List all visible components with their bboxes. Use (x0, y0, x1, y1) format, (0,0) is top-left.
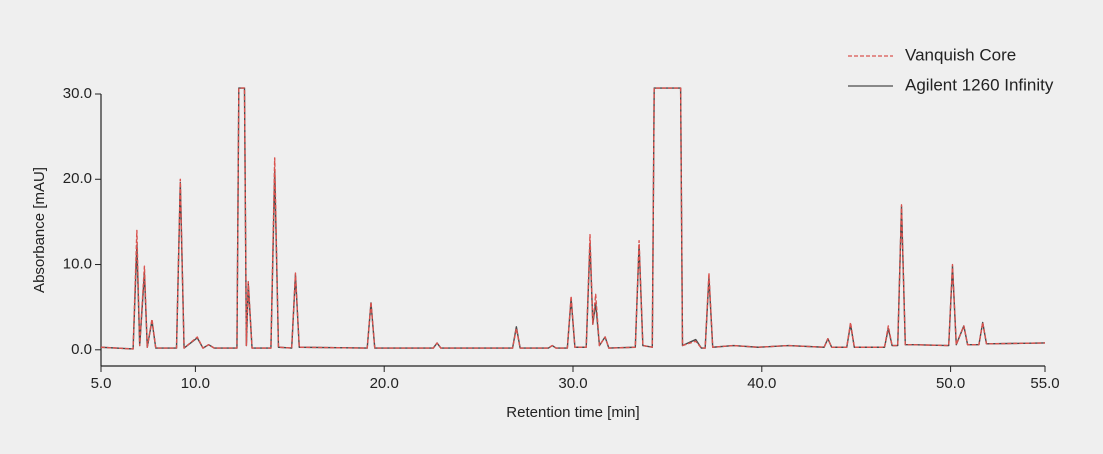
x-tick-label: 30.0 (558, 375, 587, 392)
x-tick-label: 55.0 (1030, 375, 1059, 392)
x-tick-label: 5.0 (91, 375, 112, 392)
x-tick-label: 10.0 (181, 375, 210, 392)
x-tick-label: 40.0 (747, 375, 776, 392)
y-tick-label: 0.0 (71, 341, 92, 358)
series-line (100, 87, 1046, 350)
y-axis-title: Absorbance [mAU] (31, 167, 48, 293)
x-axis-title: Retention time [min] (506, 404, 639, 421)
y-tick-label: 10.0 (63, 256, 92, 273)
y-tick-label: 20.0 (63, 170, 92, 187)
legend-label: Vanquish Core (905, 45, 1016, 64)
legend-label: Agilent 1260 Infinity (905, 75, 1054, 94)
y-tick-label: 30.0 (63, 85, 92, 102)
x-tick-label: 20.0 (370, 375, 399, 392)
x-tick-label: 50.0 (936, 375, 965, 392)
